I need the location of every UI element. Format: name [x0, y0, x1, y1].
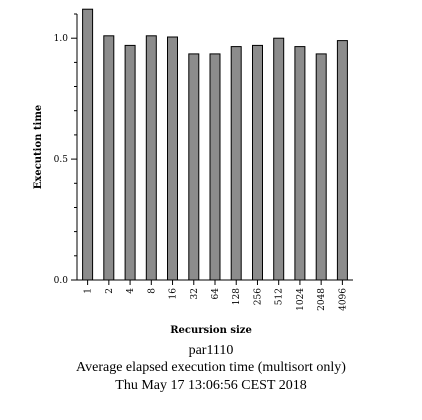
bar-256 — [252, 44, 263, 281]
x-axis-label: Recursion size — [170, 325, 252, 336]
x-tick-label: 512 — [275, 288, 285, 305]
y-ticks-group: 0.0 0.5 1.0 — [54, 13, 77, 286]
x-tick-label: 128 — [232, 288, 242, 305]
y-axis-label: Execution time — [33, 105, 44, 190]
bar-1 — [82, 8, 94, 281]
bar-2 — [103, 35, 115, 281]
bar-chart: 0.0 0.5 1.0 1 2 4 8 16 32 64 128 256 512 1024 2048 409… — [33, 8, 353, 336]
x-tick-label: 2048 — [317, 288, 327, 311]
bar-4096 — [336, 40, 348, 281]
x-tick-label: 4096 — [338, 288, 348, 311]
x-ticks-group: 1 2 4 8 16 32 64 128 256 512 1024 2048 4096 — [84, 280, 348, 311]
bar-32 — [188, 53, 200, 281]
x-tick-label: 16 — [169, 288, 179, 300]
bar-4 — [124, 44, 136, 281]
bar-8 — [145, 35, 157, 281]
caption-timestamp: Thu May 17 13:06:56 CEST 2018 — [115, 378, 307, 393]
bar-128 — [230, 46, 242, 281]
y-tick-label: 0.5 — [54, 155, 69, 165]
x-tick-label: 256 — [253, 288, 263, 305]
bar-1024 — [294, 46, 306, 281]
bar-2048 — [315, 53, 327, 281]
bars-group — [82, 8, 348, 281]
caption-host: par1110 — [188, 343, 234, 358]
x-tick-label: 1024 — [296, 288, 306, 311]
bar-64 — [209, 53, 221, 281]
x-tick-label: 8 — [147, 288, 157, 294]
x-tick-label: 64 — [211, 288, 221, 300]
y-tick-label: 0.0 — [54, 276, 69, 286]
bar-512 — [273, 37, 285, 281]
x-tick-label: 4 — [126, 288, 136, 294]
x-tick-label: 1 — [84, 288, 94, 294]
x-tick-label: 32 — [190, 288, 200, 299]
x-tick-label: 2 — [105, 288, 115, 294]
y-tick-label: 1.0 — [54, 34, 69, 44]
caption-subtitle: Average elapsed execution time (multisor… — [76, 360, 346, 375]
bar-16 — [167, 36, 178, 281]
